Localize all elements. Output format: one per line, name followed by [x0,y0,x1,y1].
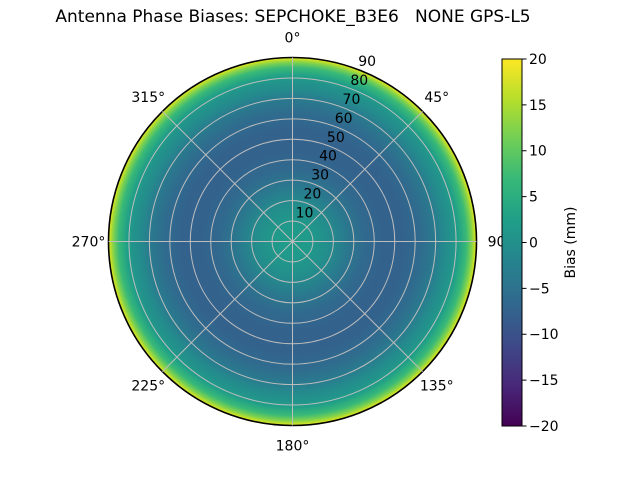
colorbar-tick-label: 10 [529,144,547,160]
radial-tick-label: 30 [311,168,329,184]
chart-title: Antenna Phase Biases: SEPCHOKE_B3E6 NONE… [55,7,531,27]
angular-tick-label: 135° [420,379,454,395]
radial-tick-label: 80 [350,73,368,89]
colorbar-tick-label: 20 [529,52,547,68]
angular-gridline [162,111,293,242]
angular-tick-label: 315° [131,90,165,106]
angular-tick-label: 270° [72,234,106,250]
radial-tick-label: 20 [303,186,321,202]
angular-gridline [292,241,423,372]
colorbar [501,58,523,427]
colorbar-tick-label: 0 [529,235,538,251]
angular-tick-label: 225° [131,379,165,395]
radial-tick-label: 10 [296,205,314,221]
angular-gridline [292,111,423,242]
colorbar-tick-label: 5 [529,190,538,206]
angular-gridline [162,241,293,372]
angular-tick-label: 90 [488,234,506,250]
colorbar-tick-label: −5 [529,281,550,297]
colorbar-tick-label: −20 [529,419,559,435]
angular-tick-label: 0° [285,30,301,46]
colorbar-tick-label: 15 [529,98,547,114]
angular-tick-label: 180° [276,438,310,454]
radial-tick-label: 60 [335,111,353,127]
radial-tick-label: 40 [319,149,337,165]
colorbar-tick-label: −10 [529,327,559,343]
radial-tick-label: 50 [327,130,345,146]
colorbar-axis-label: Bias (mm) [563,206,579,278]
radial-tick-label: 70 [343,92,361,108]
colorbar-tick-label: −15 [529,373,559,389]
angular-tick-label: 45° [424,90,449,106]
radial-tick-label: 90 [358,54,376,70]
